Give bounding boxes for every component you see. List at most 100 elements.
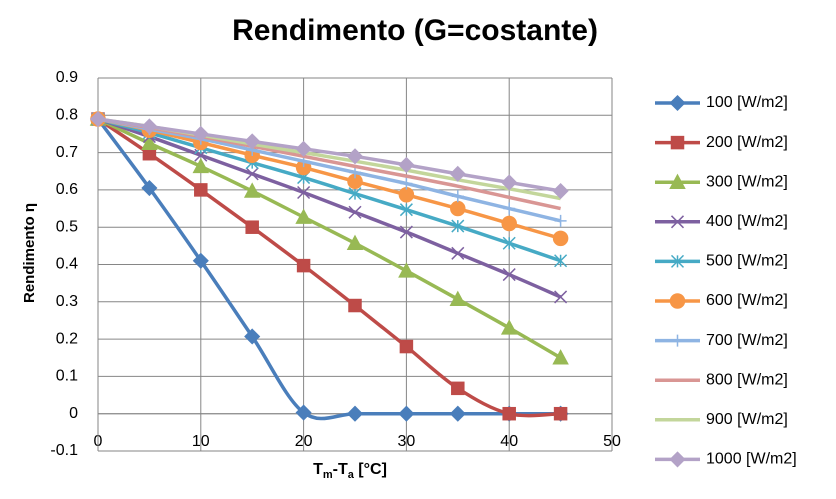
marker [503,202,516,215]
marker [449,405,466,422]
marker [449,165,466,182]
marker [194,183,208,197]
marker [399,225,413,239]
marker [297,185,311,200]
marker [295,208,312,224]
marker [349,166,361,179]
legend-marker [670,135,685,150]
marker [244,328,261,345]
y-tick-label: 0.9 [56,69,78,86]
x-label-part: T [313,461,323,478]
y-tick-label: 0.3 [56,293,78,310]
marker [192,157,210,174]
marker [502,268,516,282]
x-axis-label: Tm-Ta [°C] [313,461,387,481]
legend-marker [671,334,684,347]
legend-label: 500 [W/m2] [706,253,788,270]
marker [400,177,413,190]
marker [399,339,414,354]
legend-label: 900 [W/m2] [706,411,788,428]
marker [502,236,516,250]
marker [346,234,364,250]
y-tick-label: 0.5 [56,218,78,235]
marker [554,214,567,227]
y-tick-label: 0.6 [56,181,78,198]
marker [398,262,415,278]
legend-label: 200 [W/m2] [706,134,788,151]
marker [346,405,364,422]
marker [348,187,362,201]
chart-title: Rendimento (G=costante) [232,14,598,47]
x-label-part: -T [333,461,348,478]
marker [89,110,107,128]
marker [554,254,568,268]
marker [449,290,467,306]
marker [399,203,413,217]
marker [552,182,569,200]
series-line [97,117,561,418]
marker [553,406,568,421]
y-tick-label: 0 [69,405,78,422]
legend-label: 800 [W/m2] [706,371,788,388]
x-tick-label: 30 [398,433,416,450]
series-line [97,117,562,360]
legend-marker [669,173,686,189]
marker [554,290,568,304]
marker [451,246,465,260]
series-line [97,117,561,211]
marker [245,220,259,234]
series-line [97,117,562,299]
marker [501,174,518,191]
marker [451,219,465,233]
marker [243,182,261,198]
legend-marker [670,215,685,229]
legend-label: 300 [W/m2] [706,173,788,190]
marker [296,258,311,273]
marker [552,349,569,365]
series-line [97,117,562,223]
y-tick-label: 0.8 [56,107,78,124]
marker [346,148,364,165]
legend-label: 600 [W/m2] [706,292,788,309]
marker [141,118,158,135]
marker [244,133,261,150]
marker [451,190,464,203]
y-tick-label: 0.7 [56,144,78,161]
marker [502,406,516,421]
marker [295,404,312,421]
marker [348,205,362,219]
marker [450,200,466,217]
legend-label: 1000 [W/m2] [706,451,797,468]
series-line [97,117,561,193]
series-line [97,117,562,241]
marker [500,319,518,335]
marker [501,215,517,232]
y-tick-label: -0.1 [50,442,78,459]
marker [245,167,259,181]
x-tick-label: 50 [603,433,621,450]
legend-marker [669,451,686,468]
marker [141,179,158,197]
legend-label: 400 [W/m2] [706,213,788,230]
x-tick-label: 20 [295,433,313,450]
x-label-sub: a [348,469,355,481]
legend-marker [669,293,686,309]
marker [398,186,415,203]
x-label-part: [°C] [354,461,387,478]
legend-label: 700 [W/m2] [706,332,788,349]
x-tick-label: 10 [192,433,210,450]
y-axis-label: Rendimento η [21,203,38,303]
y-tick-label: 0.1 [56,368,78,385]
marker [398,405,415,422]
x-label-sub: m [323,469,333,481]
legend-label: 100 [W/m2] [706,94,788,111]
legend-marker [670,254,685,268]
x-tick-label: 40 [500,433,518,450]
marker [141,134,158,151]
marker [192,125,209,143]
legend-marker [669,94,686,112]
marker [451,381,465,396]
marker [348,298,362,313]
y-tick-label: 0.2 [56,330,78,347]
